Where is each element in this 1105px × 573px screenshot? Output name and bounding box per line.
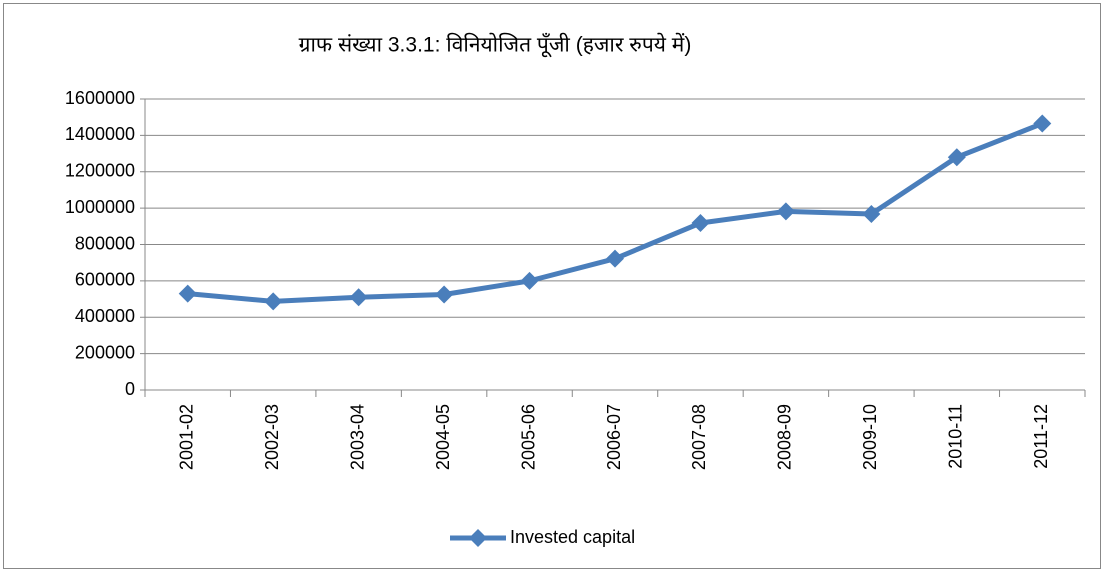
data-point (1033, 114, 1052, 133)
data-point (264, 292, 283, 311)
x-tick-label: 2008-09 (775, 404, 795, 470)
x-tick-label: 2002-03 (262, 404, 282, 470)
y-tick-label: 200000 (75, 342, 135, 362)
x-tick-label: 2004-05 (433, 404, 453, 470)
data-point (776, 202, 795, 221)
x-tick-label: 2009-10 (860, 404, 880, 470)
x-tick-label: 2007-08 (689, 404, 709, 470)
data-point (947, 148, 966, 167)
chart-title: ग्राफ संख्या 3.3.1: विनियोजित पूँजी (हजा… (299, 33, 692, 58)
data-point (691, 214, 710, 233)
data-point (178, 284, 197, 303)
y-tick-label: 1400000 (65, 124, 135, 144)
y-tick-label: 0 (125, 379, 135, 399)
x-tick-label: 2001-02 (176, 404, 196, 470)
data-point (520, 271, 539, 290)
x-tick-label: 2010-11 (946, 404, 966, 469)
y-tick-label: 1600000 (65, 88, 135, 108)
x-tick-label: 2006-07 (604, 404, 624, 470)
y-tick-label: 1200000 (65, 161, 135, 181)
data-point (435, 285, 454, 304)
x-tick-label: 2005-06 (518, 404, 538, 470)
y-tick-label: 600000 (75, 270, 135, 290)
x-tick-label: 2003-04 (347, 404, 367, 470)
y-tick-label: 1000000 (65, 197, 135, 217)
legend-label: Invested capital (510, 527, 635, 547)
legend-marker (469, 529, 487, 547)
y-tick-label: 800000 (75, 233, 135, 253)
data-point (349, 288, 368, 307)
chart-frame (3, 3, 1101, 569)
data-point (606, 249, 624, 268)
x-tick-label: 2011-12 (1031, 404, 1051, 469)
data-point (862, 204, 881, 223)
y-tick-label: 400000 (75, 306, 135, 326)
